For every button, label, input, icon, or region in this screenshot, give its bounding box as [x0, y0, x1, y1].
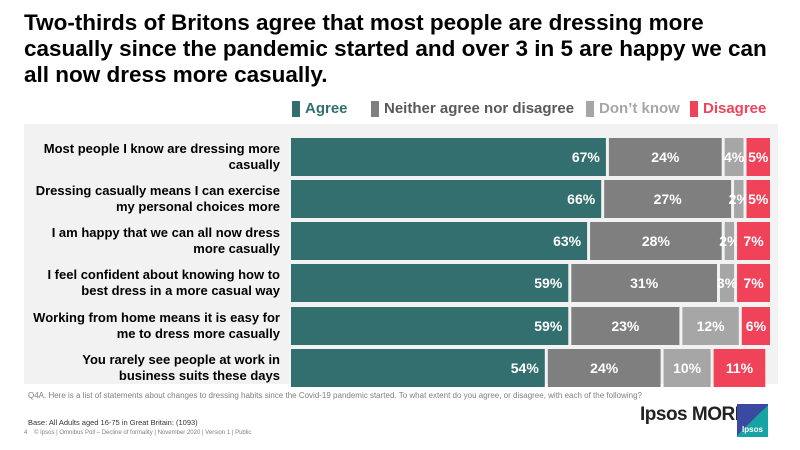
data-label: 5%	[748, 149, 769, 165]
bar-segment	[291, 349, 545, 387]
data-label: 24%	[651, 149, 680, 165]
category-label: Most people I know are dressing more cas…	[43, 141, 280, 172]
data-label: 27%	[654, 191, 683, 207]
category-label: I am happy that we can all now dress mor…	[51, 225, 280, 256]
data-label: 63%	[553, 233, 582, 249]
bar-segment	[547, 349, 661, 387]
bar-segment	[571, 264, 717, 302]
legend-swatch	[371, 100, 379, 117]
bar-segment	[604, 180, 732, 218]
data-label: 12%	[697, 318, 726, 334]
legend-item: Neither agree nor disagree	[371, 100, 574, 117]
bar-segment	[724, 138, 744, 176]
legend-swatch	[586, 100, 594, 117]
data-label: 59%	[534, 318, 563, 334]
data-label: 31%	[630, 275, 659, 291]
footer-credit: 4 © Ipsos | Omnibus Poll – Decline of fo…	[24, 430, 251, 436]
bar-segment	[291, 180, 602, 218]
bar-segment	[737, 264, 770, 302]
legend: Agree Neither agree nor disagree Don’t kno…	[0, 100, 800, 120]
bar-segment	[741, 307, 770, 345]
category-label: Working from home means it is easy for m…	[33, 310, 280, 341]
data-label: 6%	[746, 318, 767, 334]
legend-item: Don’t know	[586, 100, 680, 117]
ipsos-logo: Ipsos	[737, 404, 768, 437]
page-title: Two-thirds of Britons agree that most pe…	[24, 10, 767, 87]
data-label: 7%	[743, 275, 764, 291]
data-label: 10%	[673, 360, 702, 376]
bar-segment	[608, 138, 722, 176]
bar-segment	[590, 222, 722, 260]
data-label: 5%	[748, 191, 769, 207]
bar-segment	[663, 349, 711, 387]
data-label: 24%	[590, 360, 619, 376]
data-label: 4%	[724, 149, 745, 165]
bar-segment	[291, 264, 569, 302]
credit-text: © Ipsos | Omnibus Poll – Decline of form…	[34, 430, 252, 436]
category-label: I feel confident about knowing how to be…	[47, 267, 280, 298]
data-label: 54%	[511, 360, 540, 376]
bar-segment	[746, 180, 770, 218]
legend-label: Disagree	[703, 100, 767, 117]
bar-segment	[746, 138, 770, 176]
base-text: Base: All Adults aged 16-75 in Great Bri…	[28, 418, 198, 427]
category-label: You rarely see people at work in busines…	[82, 352, 280, 383]
data-label: 23%	[611, 318, 640, 334]
legend-label: Don’t know	[599, 100, 680, 117]
data-label: 3%	[717, 275, 738, 291]
data-label: 7%	[743, 233, 764, 249]
bar-segment	[734, 180, 744, 218]
legend-swatch	[292, 100, 300, 117]
data-label: 28%	[642, 233, 671, 249]
bar-segment	[291, 222, 588, 260]
legend-swatch	[690, 100, 698, 117]
bar-segment	[724, 222, 735, 260]
data-label: 66%	[567, 191, 596, 207]
bar-segment	[291, 138, 606, 176]
data-label: 2%	[729, 191, 750, 207]
legend-label: Agree	[305, 100, 348, 117]
bar-segment	[713, 349, 766, 387]
bar-segment	[291, 307, 569, 345]
bar-segment	[737, 222, 770, 260]
bar-segment	[571, 307, 680, 345]
page-number: 4	[24, 430, 28, 436]
question-text: Q4A. Here is a list of statements about …	[28, 391, 642, 400]
legend-item: Disagree	[690, 100, 766, 117]
category-label: Dressing casually means I can exercise m…	[35, 183, 280, 214]
data-label: 11%	[726, 360, 754, 376]
data-label: 67%	[572, 149, 601, 165]
bar-segment	[682, 307, 739, 345]
data-label: 2%	[719, 233, 740, 249]
data-label: 59%	[534, 275, 563, 291]
bar-segment	[720, 264, 735, 302]
legend-item: Agree	[292, 100, 348, 117]
legend-label: Neither agree nor disagree	[384, 100, 575, 117]
brand-name: Ipsos MORI	[640, 404, 740, 425]
